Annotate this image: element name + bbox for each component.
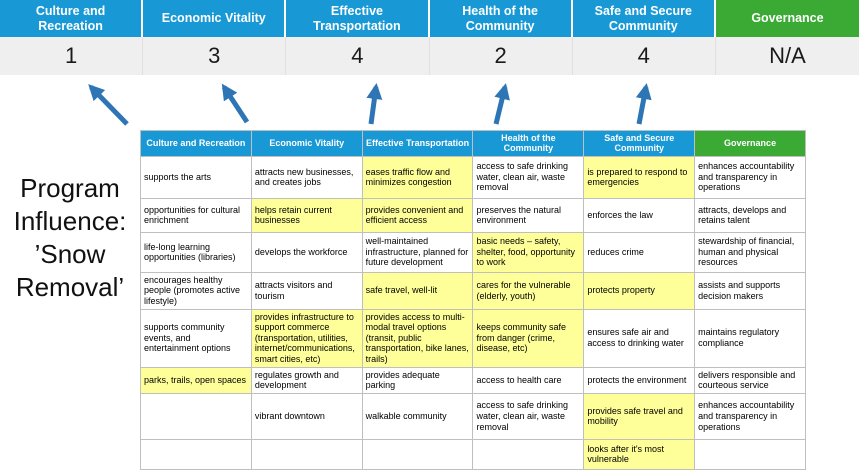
scoreboard-column: Culture and Recreation 1 <box>0 0 144 75</box>
scoreboard-header: Economic Vitality <box>143 0 287 37</box>
matrix-cell-highlighted: provides infrastructure to support comme… <box>250 308 363 368</box>
matrix-cell: vibrant downtown <box>250 392 363 440</box>
matrix-cell: provides adequate parking <box>361 366 474 394</box>
matrix-cell: protects the environment <box>583 366 696 394</box>
scoreboard-score: 1 <box>0 37 144 75</box>
matrix-cell: regulates growth and development <box>250 366 363 394</box>
matrix-cell-highlighted: cares for the vulnerable (elderly, youth… <box>472 271 585 310</box>
scoreboard-score: 4 <box>286 37 430 75</box>
matrix-column-header: Culture and Recreation <box>140 130 252 157</box>
matrix-column-header: Effective Transportation <box>361 130 474 157</box>
matrix-cell: enhances accountability and transparency… <box>694 155 806 199</box>
influence-matrix: Culture and Recreation Economic Vitality E… <box>140 130 806 470</box>
matrix-cell: develops the workforce <box>250 231 363 273</box>
influence-arrow <box>221 83 250 124</box>
scoreboard-column: Effective Transportation 4 <box>286 0 430 75</box>
matrix-cell: maintains regulatory compliance <box>694 308 806 368</box>
matrix-row: life-long learning opportunities (librar… <box>140 231 806 273</box>
page-title: Program Influence: ’Snow Removal’ <box>13 173 127 303</box>
matrix-row: supports the arts attracts new businesses… <box>140 155 806 199</box>
matrix-cell-highlighted: keeps community safe from danger (crime,… <box>472 308 585 368</box>
scoreboard-score: 2 <box>429 37 573 75</box>
influence-arrow <box>366 83 383 125</box>
matrix-cell: delivers responsible and courteous servi… <box>694 366 806 394</box>
scoreboard-column: Governance N/A <box>715 0 859 75</box>
matrix-cell: preserves the natural environment <box>472 197 585 233</box>
matrix-row: parks, trails, open spaces regulates grow… <box>140 366 806 394</box>
matrix-cell: reduces crime <box>583 231 696 273</box>
matrix-cell-highlighted: safe travel, well-lit <box>361 271 474 310</box>
matrix-cell: attracts new businesses, and creates job… <box>250 155 363 199</box>
matrix-column-header: Safe and Secure Community <box>583 130 696 157</box>
matrix-cell: attracts, develops and retains talent <box>694 197 806 233</box>
matrix-column-header: Economic Vitality <box>250 130 363 157</box>
scoreboard-header: Safe and Secure Community <box>572 0 716 37</box>
matrix-row: supports community events, and entertain… <box>140 308 806 368</box>
scoreboard-header: Governance <box>715 0 859 37</box>
scoreboard-header: Culture and Recreation <box>0 0 144 37</box>
influence-arrow <box>493 83 510 125</box>
matrix-cell: ensures safe air and access to drinking … <box>583 308 696 368</box>
matrix-cell-highlighted: provides safe travel and mobility <box>583 392 696 440</box>
scoreboard: Culture and Recreation 1 Economic Vitality… <box>0 0 859 75</box>
matrix-cell: stewardship of financial, human and phys… <box>694 231 806 273</box>
scoreboard-score: 3 <box>143 37 287 75</box>
matrix-cell: access to safe drinking water, clean air… <box>472 155 585 199</box>
matrix-cell-highlighted: provides access to multi-modal travel op… <box>361 308 474 368</box>
scoreboard-header: Effective Transportation <box>286 0 430 37</box>
matrix-row: vibrant downtown walkable community access… <box>140 392 806 440</box>
matrix-cell: encourages healthy people (promotes acti… <box>140 271 252 310</box>
matrix-cell: supports community events, and entertain… <box>140 308 252 368</box>
scoreboard-header: Health of the Community <box>429 0 573 37</box>
influence-arrow <box>635 83 652 125</box>
matrix-cell: access to health care <box>472 366 585 394</box>
scoreboard-score: N/A <box>715 37 859 75</box>
matrix-cell: enhances accountability and transparency… <box>694 392 806 440</box>
matrix-body: supports the arts attracts new businesses… <box>140 155 806 470</box>
matrix-header-row: Culture and Recreation Economic Vitality E… <box>140 130 806 157</box>
matrix-row: opportunities for cultural enrichment hel… <box>140 197 806 233</box>
matrix-cell: opportunities for cultural enrichment <box>140 197 252 233</box>
matrix-cell: attracts visitors and tourism <box>250 271 363 310</box>
matrix-cell-highlighted: protects property <box>583 271 696 310</box>
matrix-cell-highlighted: provides convenient and efficient access <box>361 197 474 233</box>
matrix-cell: assists and supports decision makers <box>694 271 806 310</box>
matrix-cell-highlighted: parks, trails, open spaces <box>140 366 252 394</box>
matrix-cell-highlighted: helps retain current businesses <box>250 197 363 233</box>
scoreboard-column: Safe and Secure Community 4 <box>572 0 716 75</box>
scoreboard-column: Economic Vitality 3 <box>143 0 287 75</box>
influence-arrow <box>88 84 129 126</box>
matrix-column-header: Governance <box>694 130 806 157</box>
matrix-cell <box>140 392 252 440</box>
matrix-cell: life-long learning opportunities (librar… <box>140 231 252 273</box>
matrix-cell: enforces the law <box>583 197 696 233</box>
matrix-column-header: Health of the Community <box>472 130 585 157</box>
scoreboard-column: Health of the Community 2 <box>429 0 573 75</box>
matrix-cell-highlighted: eases traffic flow and minimizes congest… <box>361 155 474 199</box>
matrix-cell: walkable community <box>361 392 474 440</box>
matrix-cell: access to safe drinking water, clean air… <box>472 392 585 440</box>
influence-arrows <box>88 83 652 126</box>
matrix-cell: well-maintained infrastructure, planned … <box>361 231 474 273</box>
matrix-cell-highlighted: basic needs – safety, shelter, food, opp… <box>472 231 585 273</box>
matrix-cell: supports the arts <box>140 155 252 199</box>
matrix-cell-highlighted: is prepared to respond to emergencies <box>583 155 696 199</box>
matrix-row: encourages healthy people (promotes acti… <box>140 271 806 310</box>
scoreboard-score: 4 <box>572 37 716 75</box>
